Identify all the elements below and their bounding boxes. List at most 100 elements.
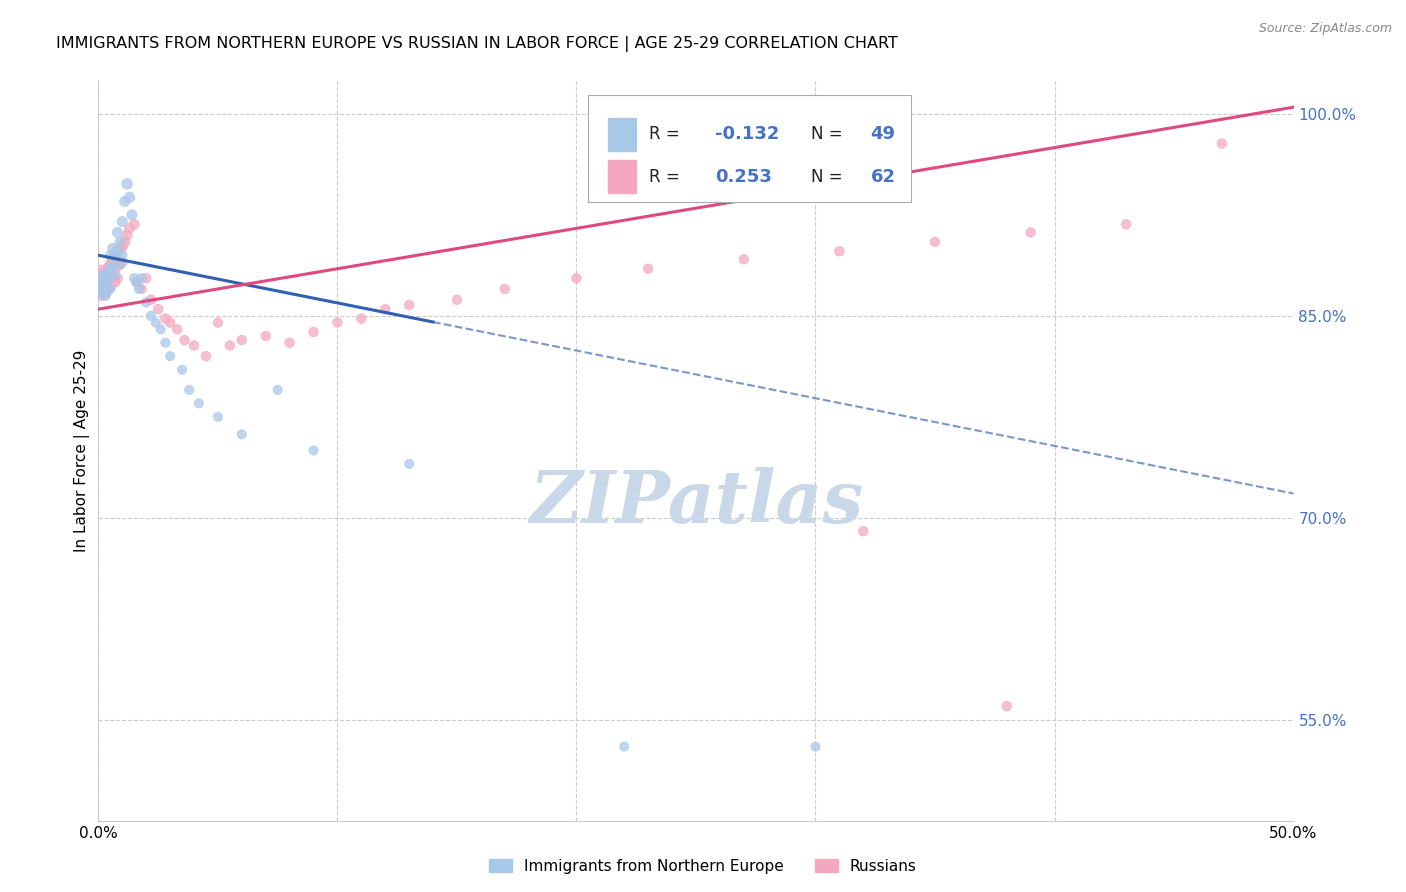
Point xyxy=(128,282,150,296)
Point xyxy=(97,261,120,276)
Text: 0.253: 0.253 xyxy=(716,168,772,186)
Point xyxy=(111,214,134,228)
Point xyxy=(159,349,181,363)
Point xyxy=(148,302,170,317)
Point xyxy=(107,226,129,240)
Text: IMMIGRANTS FROM NORTHERN EUROPE VS RUSSIAN IN LABOR FORCE | AGE 25-29 CORRELATIO: IMMIGRANTS FROM NORTHERN EUROPE VS RUSSI… xyxy=(56,36,898,52)
Text: R =: R = xyxy=(650,126,685,144)
Point xyxy=(565,271,588,285)
Point xyxy=(111,239,134,253)
Point xyxy=(302,325,325,339)
Point xyxy=(254,329,277,343)
Point xyxy=(231,333,253,347)
Point xyxy=(104,275,127,289)
Point xyxy=(98,282,122,296)
Text: 49: 49 xyxy=(870,126,896,144)
Point xyxy=(231,427,253,442)
Point xyxy=(1115,217,1137,231)
Point xyxy=(852,524,875,539)
Point xyxy=(91,268,114,283)
Point xyxy=(139,293,162,307)
Point xyxy=(101,242,124,256)
Text: N =: N = xyxy=(811,168,848,186)
Point xyxy=(172,362,194,376)
Point xyxy=(135,271,157,285)
Point xyxy=(195,349,218,363)
Point xyxy=(302,443,325,458)
Point xyxy=(101,266,124,280)
Point xyxy=(101,252,124,267)
Point xyxy=(111,248,134,262)
Text: -0.132: -0.132 xyxy=(716,126,779,144)
Point xyxy=(97,282,120,296)
FancyBboxPatch shape xyxy=(607,161,637,193)
Point xyxy=(1211,136,1233,151)
Point xyxy=(104,268,127,283)
Point xyxy=(183,338,205,352)
Point xyxy=(131,282,153,296)
Point xyxy=(111,255,134,269)
Point xyxy=(101,259,124,273)
Point xyxy=(91,271,114,285)
Point xyxy=(155,335,177,350)
Point xyxy=(114,194,136,209)
Point xyxy=(125,275,148,289)
Point xyxy=(135,295,157,310)
Point xyxy=(173,333,195,347)
Point xyxy=(97,272,120,286)
Point xyxy=(125,275,148,289)
Point xyxy=(155,311,177,326)
Point xyxy=(94,288,117,302)
Point xyxy=(90,271,112,285)
Point xyxy=(1019,226,1042,240)
Point xyxy=(733,252,755,267)
Point xyxy=(326,316,349,330)
Point xyxy=(97,264,120,278)
Point xyxy=(398,298,420,312)
Point xyxy=(107,258,129,272)
Point xyxy=(91,285,114,299)
Point xyxy=(187,396,209,410)
Point xyxy=(139,309,162,323)
Text: 62: 62 xyxy=(870,168,896,186)
Point xyxy=(94,266,117,280)
Point xyxy=(118,221,141,235)
Point xyxy=(207,409,229,424)
Point xyxy=(124,217,146,231)
Point xyxy=(398,457,420,471)
Point xyxy=(104,248,127,262)
Point xyxy=(924,235,946,249)
Point xyxy=(94,285,117,299)
Point xyxy=(115,228,138,243)
Point xyxy=(98,268,122,283)
Point xyxy=(104,261,127,276)
Point xyxy=(166,322,188,336)
Point xyxy=(179,383,201,397)
Point xyxy=(108,258,131,272)
Text: Source: ZipAtlas.com: Source: ZipAtlas.com xyxy=(1258,22,1392,36)
Point xyxy=(94,279,117,293)
Point xyxy=(613,739,636,754)
Point xyxy=(98,279,122,293)
Point xyxy=(374,302,396,317)
Point xyxy=(91,279,114,293)
Point xyxy=(94,268,117,283)
Point xyxy=(90,275,112,289)
Point xyxy=(207,316,229,330)
Legend: Immigrants from Northern Europe, Russians: Immigrants from Northern Europe, Russian… xyxy=(484,853,922,880)
Point xyxy=(446,293,468,307)
Point xyxy=(104,248,127,262)
Text: ZIPatlas: ZIPatlas xyxy=(529,467,863,538)
Point xyxy=(804,739,827,754)
Point xyxy=(107,271,129,285)
Point xyxy=(637,261,659,276)
Point xyxy=(219,338,242,352)
Point xyxy=(108,242,131,256)
Point xyxy=(107,244,129,259)
Point xyxy=(108,235,131,249)
Point xyxy=(98,258,122,272)
Point xyxy=(267,383,290,397)
Point xyxy=(98,248,122,262)
Y-axis label: In Labor Force | Age 25-29: In Labor Force | Age 25-29 xyxy=(75,350,90,551)
Point xyxy=(118,190,141,204)
